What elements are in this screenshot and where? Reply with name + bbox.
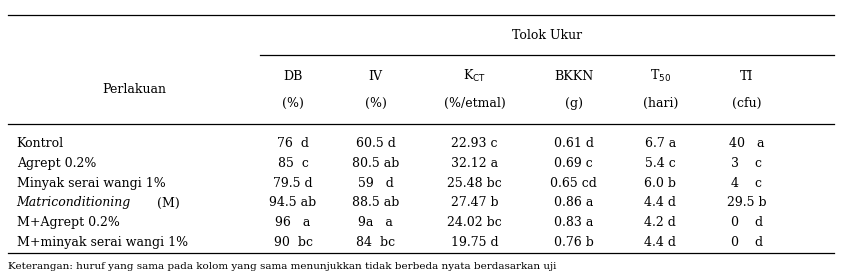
Text: T$_{50}$: T$_{50}$ [650, 68, 671, 84]
Text: 4.2 d: 4.2 d [644, 216, 676, 229]
Text: 0    d: 0 d [731, 216, 763, 229]
Text: 19.75 d: 19.75 d [450, 236, 498, 250]
Text: 6.0 b: 6.0 b [644, 177, 676, 190]
Text: 24.02 bc: 24.02 bc [447, 216, 502, 229]
Text: (%): (%) [365, 97, 386, 110]
Text: 59   d: 59 d [358, 177, 393, 190]
Text: 84  bc: 84 bc [356, 236, 395, 250]
Text: 22.93 c: 22.93 c [451, 137, 498, 150]
Text: Matriconditioning: Matriconditioning [17, 197, 131, 209]
Text: 85  c: 85 c [278, 156, 308, 170]
Text: TI: TI [740, 70, 754, 83]
Text: 0.76 b: 0.76 b [554, 236, 594, 250]
Text: Tolok Ukur: Tolok Ukur [512, 29, 582, 42]
Text: (M): (M) [153, 197, 179, 209]
Text: BKKN: BKKN [554, 70, 594, 83]
Text: (%): (%) [282, 97, 304, 110]
Text: 4.4 d: 4.4 d [644, 236, 676, 250]
Text: 9a   a: 9a a [358, 216, 393, 229]
Text: 5.4 c: 5.4 c [645, 156, 675, 170]
Text: Keterangan: huruf yang sama pada kolom yang sama menunjukkan tidak berbeda nyata: Keterangan: huruf yang sama pada kolom y… [8, 262, 557, 271]
Text: 96   a: 96 a [275, 216, 311, 229]
Text: Kontrol: Kontrol [17, 137, 64, 150]
Text: M+minyak serai wangi 1%: M+minyak serai wangi 1% [17, 236, 188, 250]
Text: 0.61 d: 0.61 d [554, 137, 594, 150]
Text: 76  d: 76 d [277, 137, 309, 150]
Text: 0.65 cd: 0.65 cd [550, 177, 597, 190]
Text: 90  bc: 90 bc [274, 236, 312, 250]
Text: 6.7 a: 6.7 a [645, 137, 676, 150]
Text: 3    c: 3 c [732, 156, 763, 170]
Text: M+Agrept 0.2%: M+Agrept 0.2% [17, 216, 120, 229]
Text: 0.86 a: 0.86 a [554, 197, 594, 209]
Text: Perlakuan: Perlakuan [102, 83, 166, 96]
Text: 0.69 c: 0.69 c [554, 156, 593, 170]
Text: DB: DB [284, 70, 303, 83]
Text: K$_{\mathrm{CT}}$: K$_{\mathrm{CT}}$ [463, 68, 486, 84]
Text: 80.5 ab: 80.5 ab [352, 156, 399, 170]
Text: (g): (g) [565, 97, 583, 110]
Text: 4    c: 4 c [732, 177, 763, 190]
Text: 4.4 d: 4.4 d [644, 197, 676, 209]
Text: 25.48 bc: 25.48 bc [447, 177, 502, 190]
Text: 60.5 d: 60.5 d [355, 137, 396, 150]
Text: 27.47 b: 27.47 b [450, 197, 498, 209]
Text: 40   a: 40 a [729, 137, 765, 150]
Text: 0    d: 0 d [731, 236, 763, 250]
Text: IV: IV [369, 70, 382, 83]
Text: (hari): (hari) [642, 97, 678, 110]
Text: Agrept 0.2%: Agrept 0.2% [17, 156, 96, 170]
Text: Minyak serai wangi 1%: Minyak serai wangi 1% [17, 177, 165, 190]
Text: 0.83 a: 0.83 a [554, 216, 594, 229]
Text: 94.5 ab: 94.5 ab [269, 197, 317, 209]
Text: 79.5 d: 79.5 d [274, 177, 313, 190]
Text: 29.5 b: 29.5 b [727, 197, 767, 209]
Text: 32.12 a: 32.12 a [451, 156, 498, 170]
Text: 88.5 ab: 88.5 ab [352, 197, 399, 209]
Text: (cfu): (cfu) [733, 97, 762, 110]
Text: (%/etmal): (%/etmal) [444, 97, 505, 110]
